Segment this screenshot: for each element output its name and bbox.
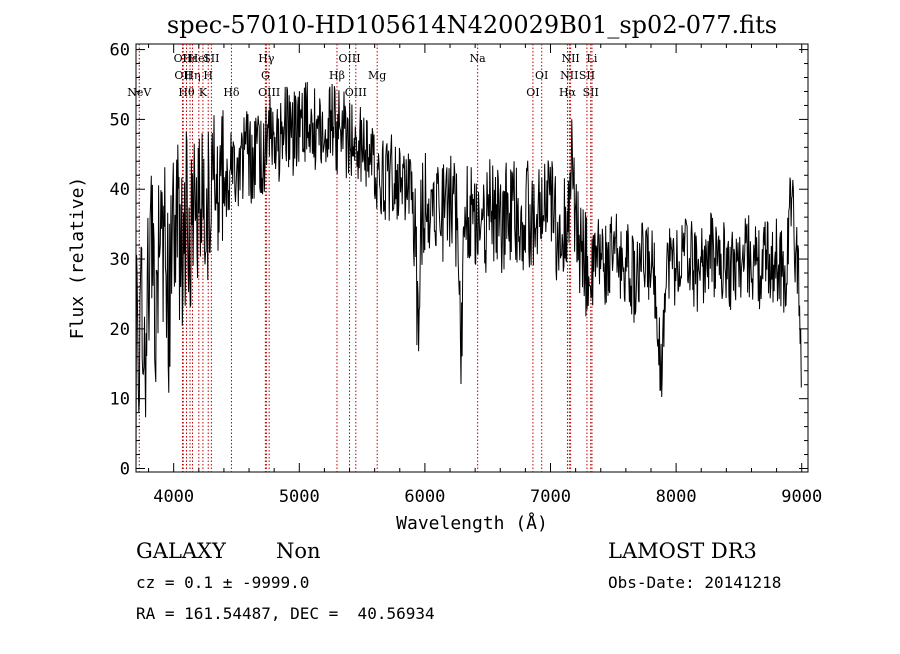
spectrum-line	[135, 81, 802, 469]
object-type: GALAXY	[136, 539, 226, 563]
y-tick-label: 30	[110, 250, 130, 270]
line-marker-label: OI	[526, 86, 539, 99]
line-marker-label: K	[199, 86, 208, 99]
line-marker-label: G	[261, 69, 270, 82]
line-marker-label: Hθ	[178, 86, 195, 99]
y-tick-label: 60	[110, 41, 130, 61]
line-marker-label: NeV	[127, 86, 152, 99]
x-axis-ticks: 4000 5000 6000 7000 8000 9000	[148, 44, 822, 507]
y-tick-label: 40	[110, 180, 130, 200]
line-marker-label: Mg	[368, 69, 386, 82]
line-marker-label: NII	[561, 52, 579, 65]
coordinates-line: RA = 161.54487, DEC = 40.56934	[136, 604, 435, 623]
line-marker-labels: NeVOIIOIIHθHεHηHeIKHSIIHδHγGOIIIHβOIIIOI…	[127, 52, 599, 99]
line-marker-label: OIII	[345, 86, 367, 99]
y-axis-label: Flux (relative)	[67, 177, 88, 340]
line-marker-label: OI	[535, 69, 548, 82]
y-axis-ticks: 0 10 20 30 40 50 60	[110, 41, 808, 480]
y-tick-label: 10	[110, 390, 130, 410]
y-tick-label: 50	[110, 110, 130, 130]
obs-date-line: Obs-Date: 20141218	[608, 573, 782, 592]
line-marker-label: Hε	[182, 52, 198, 65]
line-marker-label: Hβ	[329, 69, 345, 82]
line-marker-label: Li	[587, 52, 598, 65]
x-tick-label: 7000	[530, 487, 571, 507]
y-tick-label: 0	[120, 460, 130, 480]
line-marker-label: SII	[583, 86, 599, 99]
line-marker-label: SII	[579, 69, 595, 82]
line-marker-label: OIII	[339, 52, 361, 65]
line-marker-label: Hη	[184, 69, 200, 82]
line-marker-label: H	[203, 69, 213, 82]
line-marker-label: OIII	[258, 86, 280, 99]
line-marker-label: Hα	[559, 86, 577, 99]
object-subclass: Non	[276, 539, 321, 563]
x-tick-label: 8000	[656, 487, 697, 507]
survey-name: LAMOST DR3	[608, 539, 757, 563]
x-tick-label: 9000	[781, 487, 822, 507]
line-marker-label: OII	[174, 52, 192, 65]
chart-title: spec-57010-HD105614N420029B01_sp02-077.f…	[167, 11, 777, 39]
line-marker-label: Hδ	[223, 86, 240, 99]
line-marker-label: OII	[174, 69, 192, 82]
x-axis-label: Wavelength (Å)	[396, 512, 548, 534]
line-marker-label: Hγ	[258, 52, 275, 65]
line-marker-label: SII	[203, 52, 219, 65]
x-tick-label: 4000	[153, 487, 194, 507]
line-marker-label: HeI	[189, 52, 209, 65]
redshift-line: cz = 0.1 ± -9999.0	[136, 573, 310, 592]
x-tick-label: 6000	[404, 487, 445, 507]
line-marker-label: NII	[560, 69, 578, 82]
line-marker-label: Na	[470, 52, 487, 65]
x-tick-label: 5000	[279, 487, 320, 507]
y-tick-label: 20	[110, 320, 130, 340]
plot-frame	[135, 43, 809, 473]
